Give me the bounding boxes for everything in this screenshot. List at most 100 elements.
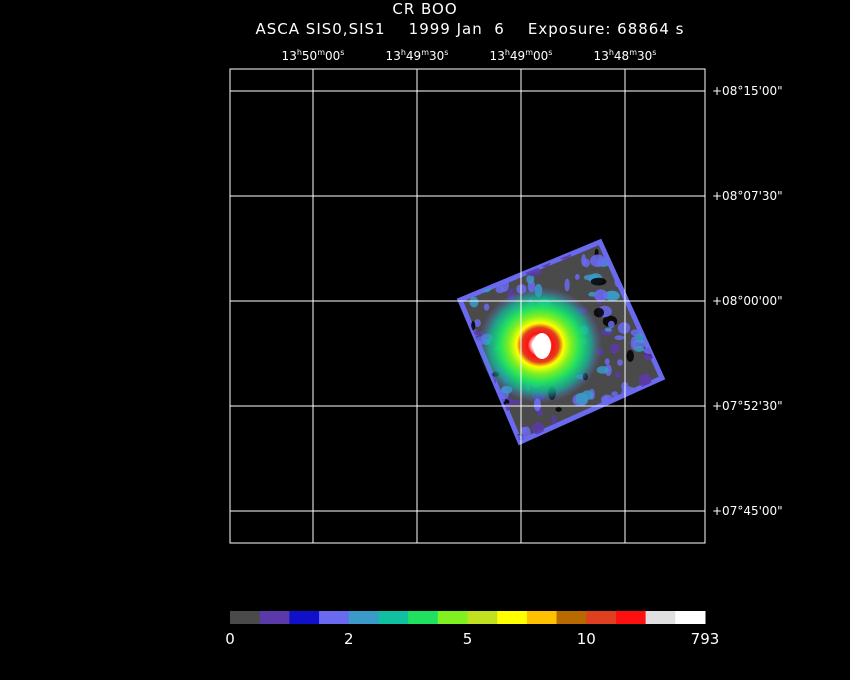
- noise-speckle: [648, 242, 662, 252]
- noise-speckle: [482, 268, 488, 277]
- noise-speckle: [480, 393, 490, 398]
- noise-speckle: [615, 371, 621, 379]
- noise-speckle: [660, 328, 662, 339]
- exposure: Exposure: 68864 s: [527, 20, 685, 38]
- colorbar-segment: [526, 611, 558, 624]
- noise-speckle: [609, 343, 620, 354]
- noise-speckle: [561, 242, 570, 249]
- noise-speckle: [618, 242, 633, 246]
- ra-tick-label: 13h49m30s: [385, 48, 449, 63]
- noise-speckle: [474, 319, 481, 327]
- noise-speckle: [602, 429, 613, 435]
- detector-field: [451, 236, 671, 446]
- noise-speckle: [651, 393, 661, 403]
- colorbar-segment: [645, 611, 676, 624]
- noise-speckle: [658, 242, 662, 245]
- noise-speckle: [547, 242, 562, 249]
- noise-speckle: [594, 289, 608, 302]
- noise-speckle: [653, 404, 662, 409]
- observation-info: ASCA SIS0,SIS1 1999 Jan 6 Exposure: 6886…: [0, 20, 850, 38]
- colorbar-segment: [437, 611, 468, 624]
- noise-speckle: [570, 242, 579, 247]
- noise-speckle: [469, 242, 479, 254]
- noise-speckle: [487, 265, 494, 273]
- noise-speckle: [626, 258, 635, 264]
- noise-speckle: [646, 328, 661, 337]
- colorbar-segment: [348, 611, 379, 624]
- colorbar-segment: [230, 611, 261, 624]
- noise-speckle: [474, 242, 481, 248]
- noise-speckle: [604, 327, 612, 332]
- noise-speckle: [603, 242, 611, 244]
- noise-speckle: [619, 425, 625, 438]
- noise-speckle: [460, 309, 463, 318]
- noise-speckle: [551, 415, 557, 425]
- noise-speckle: [555, 242, 562, 247]
- noise-speckle: [469, 248, 476, 256]
- dec-tick-label: +08°00'00": [712, 294, 783, 308]
- noise-speckle: [581, 390, 594, 400]
- noise-speckle: [645, 257, 659, 268]
- noise-speckle: [601, 436, 614, 442]
- noise-speckle: [521, 257, 535, 263]
- noise-speckle: [460, 395, 470, 403]
- noise-speckle: [607, 320, 615, 329]
- noise-speckle: [664, 288, 669, 300]
- noise-speckle: [593, 307, 605, 318]
- noise-speckle: [498, 255, 506, 270]
- noise-speckle: [475, 388, 490, 394]
- noise-speckle: [653, 254, 662, 260]
- dec-tick-label: +08°15'00": [712, 84, 783, 98]
- noise-speckle: [633, 345, 645, 352]
- noise-speckle: [460, 260, 463, 270]
- obs-date: 1999 Jan 6: [408, 20, 505, 38]
- colorbar-segment: [467, 611, 498, 624]
- noise-speckle: [555, 242, 567, 250]
- noise-speckle: [661, 365, 662, 372]
- noise-speckle: [660, 322, 662, 333]
- colorbar-segment: [289, 611, 320, 624]
- noise-speckle: [490, 408, 499, 420]
- noise-speckle: [590, 254, 606, 268]
- dec-tick-label: +08°07'30": [712, 189, 783, 203]
- noise-speckle: [611, 391, 618, 397]
- noise-speckle: [630, 336, 637, 350]
- noise-speckle: [649, 268, 657, 278]
- noise-speckle: [483, 303, 490, 311]
- noise-speckle: [547, 242, 553, 246]
- noise-speckle: [614, 335, 625, 341]
- noise-speckle: [522, 426, 531, 440]
- noise-speckle: [526, 274, 535, 284]
- noise-speckle: [634, 292, 639, 301]
- noise-speckle: [469, 296, 479, 308]
- noise-speckle: [652, 302, 662, 312]
- noise-speckle: [596, 366, 609, 374]
- noise-speckle: [474, 242, 489, 244]
- noise-speckle: [531, 421, 545, 435]
- colorbar-label: 793: [690, 630, 720, 648]
- coordinate-grid: [229, 68, 706, 544]
- noise-speckle: [464, 357, 479, 372]
- noise-speckle: [469, 261, 478, 275]
- noise-speckle: [597, 427, 604, 439]
- noise-speckle: [615, 436, 628, 442]
- ra-tick-label: 13h48m30s: [593, 48, 657, 63]
- colorbar-segment: [497, 611, 528, 624]
- noise-speckle: [510, 399, 523, 405]
- noise-speckle: [621, 441, 627, 442]
- noise-speckle: [665, 371, 671, 382]
- noise-speckle: [485, 236, 496, 241]
- noise-speckle: [604, 358, 610, 366]
- dec-tick-label: +07°52'30": [712, 399, 783, 413]
- noise-speckle: [640, 266, 645, 280]
- noise-speckle: [581, 254, 586, 267]
- noise-speckle: [617, 322, 631, 334]
- noise-speckle: [482, 260, 497, 272]
- noise-speckle: [451, 334, 459, 344]
- noise-speckle: [638, 404, 647, 417]
- colorbar-label: 5: [462, 630, 473, 648]
- noise-speckle: [495, 286, 505, 294]
- noise-speckle: [485, 242, 501, 256]
- noise-speckle: [653, 266, 662, 273]
